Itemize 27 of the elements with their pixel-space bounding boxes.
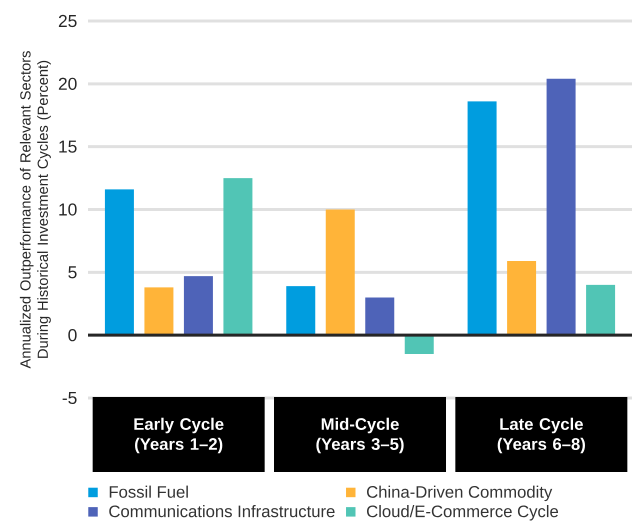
y-tick-label: 20	[58, 78, 77, 90]
y-tick-label: -5	[62, 392, 77, 404]
x-tick-label: Late Cycle (Years 6–8)	[498, 418, 585, 454]
y-axis-title: Annualized Outperformance of Relevant Sectors During Historical Investment Cycles (Percent)	[20, 51, 51, 368]
bar	[546, 78, 576, 336]
bar	[223, 178, 252, 336]
bar	[586, 284, 616, 336]
x-tick-label: Mid-Cycle (Years 3–5)	[316, 418, 404, 454]
legend-label: Fossil Fuel	[110, 486, 188, 498]
y-tick-label: 10	[59, 203, 77, 216]
legend-label: China-Driven Commodity	[367, 486, 552, 502]
legend-label: Communications Infrastructure	[109, 505, 335, 518]
x-tick-label: Early Cycle (Years 1–2)	[134, 418, 224, 454]
y-tick-label: 25	[58, 14, 77, 28]
y-tick-label: 0	[68, 329, 77, 342]
bar	[468, 101, 497, 336]
bar	[286, 286, 316, 336]
y-tick-label: 15	[59, 140, 77, 153]
bar	[507, 261, 536, 336]
y-tick-label: 5	[68, 266, 77, 278]
bar	[184, 276, 213, 336]
bar	[144, 287, 174, 336]
bar	[404, 335, 434, 354]
bar	[365, 297, 394, 336]
bar	[326, 209, 355, 336]
bar	[104, 189, 134, 336]
legend-label: Cloud/E-Commerce Cycle	[367, 505, 558, 521]
